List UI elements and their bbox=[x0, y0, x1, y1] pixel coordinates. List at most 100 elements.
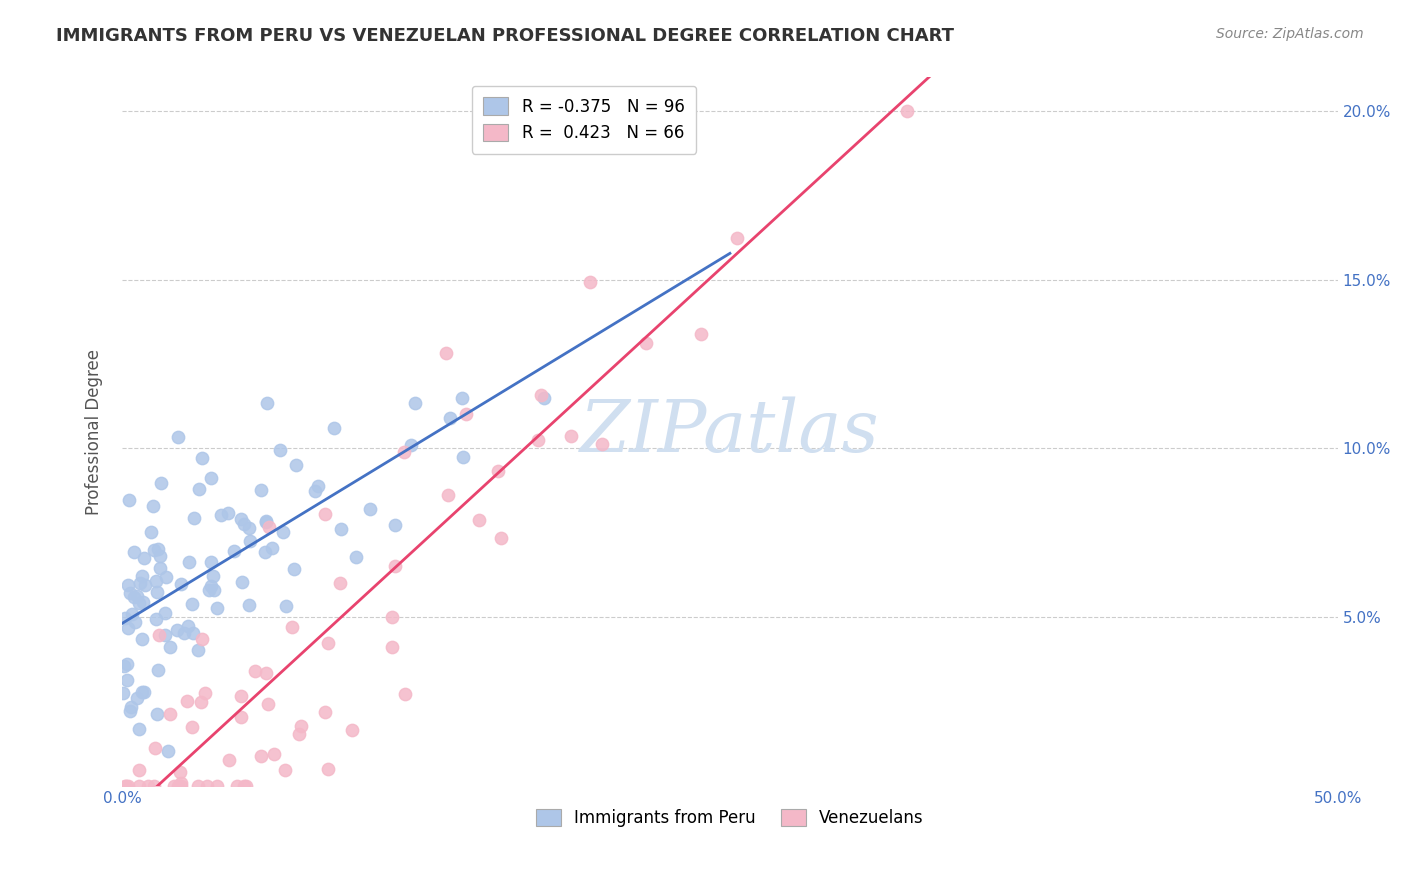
Point bbox=[187, 642, 209, 657]
Point bbox=[181, 720, 204, 734]
Point bbox=[143, 543, 166, 558]
Point bbox=[468, 513, 491, 527]
Point bbox=[560, 429, 582, 443]
Point bbox=[136, 779, 159, 793]
Point bbox=[145, 612, 167, 626]
Point bbox=[392, 444, 415, 458]
Point bbox=[202, 582, 225, 597]
Point bbox=[143, 740, 166, 755]
Point bbox=[205, 600, 228, 615]
Point bbox=[340, 723, 363, 738]
Point bbox=[675, 138, 697, 153]
Point bbox=[125, 589, 148, 603]
Point bbox=[254, 514, 277, 528]
Point bbox=[190, 695, 212, 709]
Point bbox=[169, 764, 191, 779]
Point bbox=[330, 522, 353, 536]
Point bbox=[359, 502, 381, 516]
Point bbox=[451, 450, 474, 464]
Point bbox=[117, 578, 139, 592]
Point bbox=[128, 779, 150, 793]
Text: IMMIGRANTS FROM PERU VS VENEZUELAN PROFESSIONAL DEGREE CORRELATION CHART: IMMIGRANTS FROM PERU VS VENEZUELAN PROFE… bbox=[56, 27, 955, 45]
Point bbox=[249, 749, 271, 764]
Point bbox=[153, 607, 176, 621]
Text: Source: ZipAtlas.com: Source: ZipAtlas.com bbox=[1216, 27, 1364, 41]
Point bbox=[142, 500, 165, 514]
Point bbox=[256, 396, 278, 410]
Point bbox=[276, 599, 298, 613]
Point bbox=[191, 450, 214, 465]
Point bbox=[689, 327, 711, 342]
Point bbox=[579, 275, 602, 289]
Point bbox=[148, 628, 170, 642]
Point bbox=[148, 542, 170, 557]
Y-axis label: Professional Degree: Professional Degree bbox=[86, 349, 103, 515]
Point bbox=[404, 396, 426, 410]
Point bbox=[527, 433, 550, 447]
Point bbox=[439, 410, 461, 425]
Point bbox=[381, 610, 404, 624]
Point bbox=[132, 595, 155, 609]
Point bbox=[176, 694, 198, 708]
Point bbox=[117, 779, 139, 793]
Point bbox=[114, 779, 136, 793]
Point bbox=[200, 471, 222, 485]
Point bbox=[188, 483, 211, 497]
Point bbox=[198, 582, 221, 597]
Point bbox=[226, 779, 249, 793]
Point bbox=[118, 704, 141, 718]
Point bbox=[235, 779, 257, 793]
Point bbox=[122, 590, 145, 604]
Point bbox=[177, 619, 200, 633]
Point bbox=[167, 429, 190, 443]
Point bbox=[183, 511, 205, 525]
Point bbox=[229, 690, 252, 704]
Point bbox=[394, 687, 416, 701]
Point bbox=[128, 596, 150, 610]
Point bbox=[150, 475, 173, 490]
Point bbox=[238, 521, 260, 535]
Point bbox=[314, 507, 336, 521]
Point bbox=[134, 578, 156, 592]
Point bbox=[591, 437, 613, 451]
Point bbox=[124, 615, 146, 630]
Point bbox=[128, 723, 150, 737]
Point bbox=[170, 779, 193, 793]
Point bbox=[231, 574, 253, 589]
Point bbox=[118, 585, 141, 599]
Point bbox=[238, 599, 260, 613]
Point bbox=[128, 763, 150, 777]
Point bbox=[115, 657, 138, 671]
Point bbox=[149, 560, 172, 574]
Legend: Immigrants from Peru, Venezuelans: Immigrants from Peru, Venezuelans bbox=[529, 803, 931, 834]
Point bbox=[263, 747, 285, 762]
Point bbox=[148, 663, 170, 677]
Point bbox=[115, 673, 138, 687]
Point bbox=[155, 570, 177, 584]
Point bbox=[257, 697, 280, 711]
Point bbox=[141, 524, 163, 539]
Point bbox=[125, 691, 148, 706]
Point bbox=[166, 623, 188, 637]
Point bbox=[217, 506, 239, 520]
Text: ZIPatlas: ZIPatlas bbox=[581, 396, 880, 467]
Point bbox=[401, 437, 423, 451]
Point bbox=[287, 726, 309, 740]
Point bbox=[205, 779, 228, 793]
Point bbox=[142, 779, 165, 793]
Point bbox=[323, 421, 346, 435]
Point bbox=[232, 517, 254, 532]
Point bbox=[231, 512, 253, 526]
Point bbox=[145, 574, 167, 588]
Point bbox=[173, 625, 195, 640]
Point bbox=[254, 515, 277, 529]
Point bbox=[200, 579, 222, 593]
Point bbox=[202, 569, 225, 583]
Point bbox=[167, 779, 190, 793]
Point bbox=[254, 545, 277, 559]
Point bbox=[159, 706, 181, 721]
Point bbox=[314, 705, 336, 719]
Point bbox=[239, 533, 262, 548]
Point bbox=[209, 508, 232, 522]
Point bbox=[307, 479, 329, 493]
